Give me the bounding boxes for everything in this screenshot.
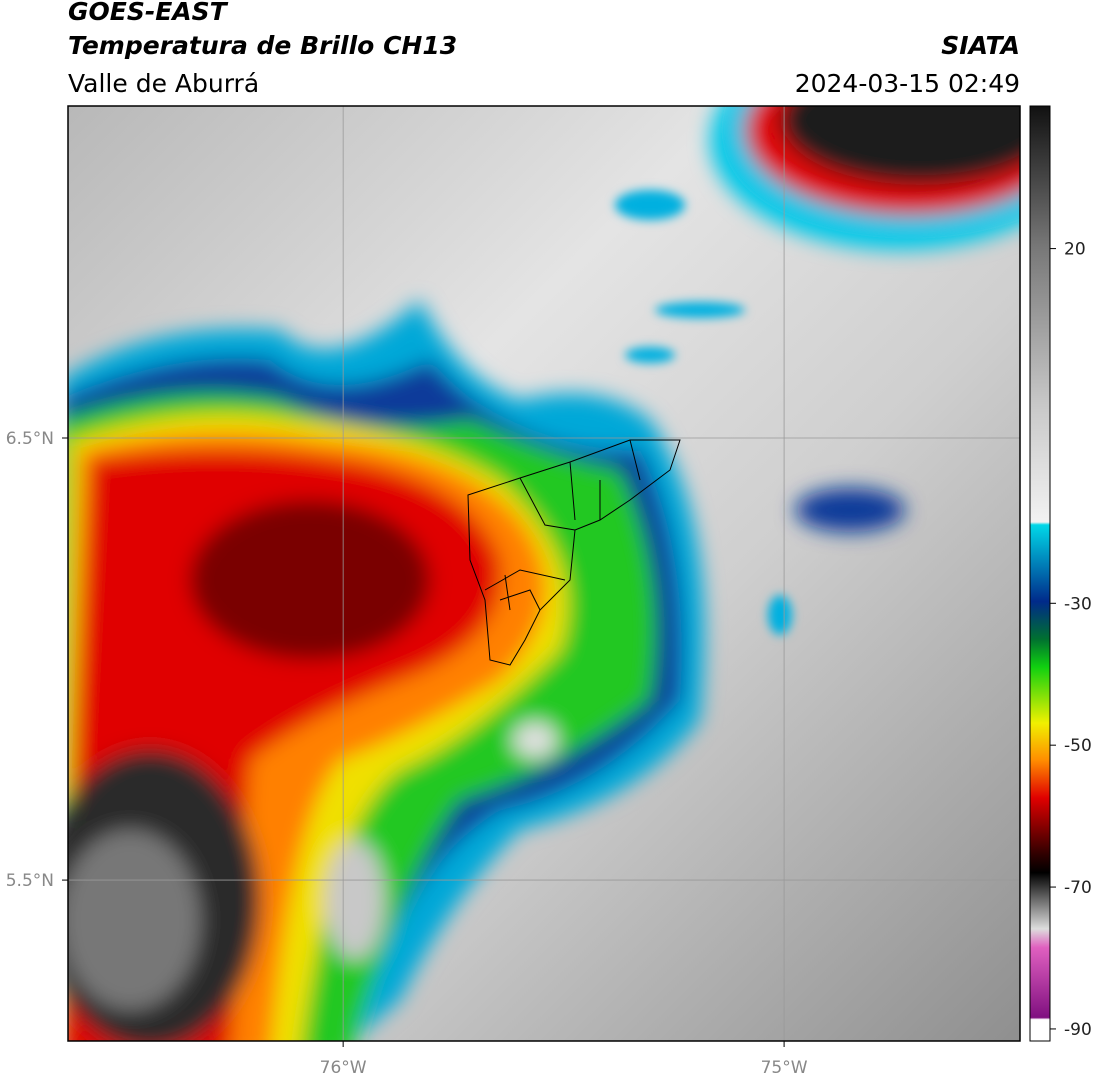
y-tick-label: 6.5°N [6,429,54,449]
source: SIATA [941,31,1020,60]
y-tick-label: 5.5°N [6,871,54,891]
colorbar [1029,105,1051,1042]
map-frame [67,105,1021,1042]
colorbar-tick-label: -70 [1064,878,1092,898]
x-tick-label: 75°W [761,1058,808,1078]
datetime: 2024-03-15 02:49 [795,69,1020,98]
colorbar-tick-label: 20 [1064,240,1086,260]
region: Valle de Aburrá [68,69,259,98]
colorbar-tick-label: -30 [1064,594,1092,614]
subtitle: Temperatura de Brillo CH13 [68,31,457,60]
x-tick-label: 76°W [320,1058,367,1078]
municipal-boundaries [467,439,681,666]
colorbar-tick-label: -50 [1064,736,1092,756]
colorbar-tick-label: -90 [1064,1020,1092,1040]
title: GOES-EAST [68,0,229,26]
satellite-image [68,106,1020,1041]
